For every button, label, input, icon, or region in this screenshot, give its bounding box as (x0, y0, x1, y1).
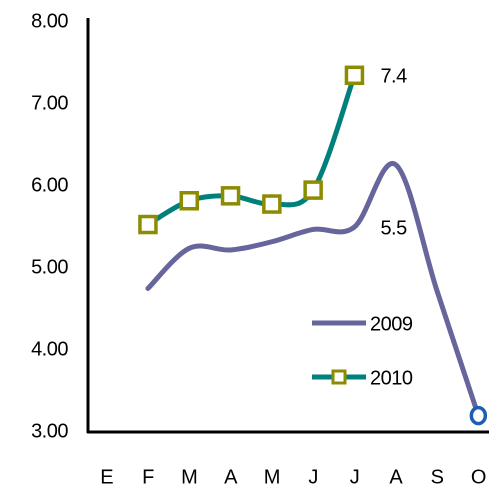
y-tick-label: 5.00 (31, 256, 68, 278)
legend-label: 2010 (370, 367, 413, 389)
data-label: 7.4 (380, 66, 407, 88)
point-marker (262, 194, 282, 214)
legend-marker (331, 369, 347, 385)
point-marker (179, 191, 199, 211)
y-tick-label: 6.00 (31, 174, 68, 196)
point-marker (303, 180, 323, 200)
legend-label: 2009 (370, 313, 413, 335)
x-tick-label: J (308, 466, 318, 488)
x-tick-label: E (100, 466, 113, 488)
y-tick-label: 4.00 (31, 338, 68, 360)
point-marker (469, 405, 488, 426)
x-tick-label: J (350, 466, 360, 488)
x-tick-label: M (181, 466, 197, 488)
x-tick-label: F (142, 466, 154, 488)
point-marker (344, 65, 365, 86)
x-tick-label: S (431, 466, 444, 488)
data-label: 5.5 (380, 217, 407, 239)
y-tick-label: 8.00 (31, 10, 68, 32)
x-tick-label: A (389, 466, 403, 488)
point-marker (138, 214, 158, 235)
x-tick-label: A (224, 466, 238, 488)
point-marker (220, 186, 241, 206)
series-line (145, 161, 481, 419)
x-tick-label: O (471, 466, 486, 488)
y-tick-label: 7.00 (31, 92, 68, 114)
series-line (145, 72, 357, 228)
y-tick-label: 3.00 (31, 420, 68, 442)
x-tick-label: M (264, 466, 280, 488)
